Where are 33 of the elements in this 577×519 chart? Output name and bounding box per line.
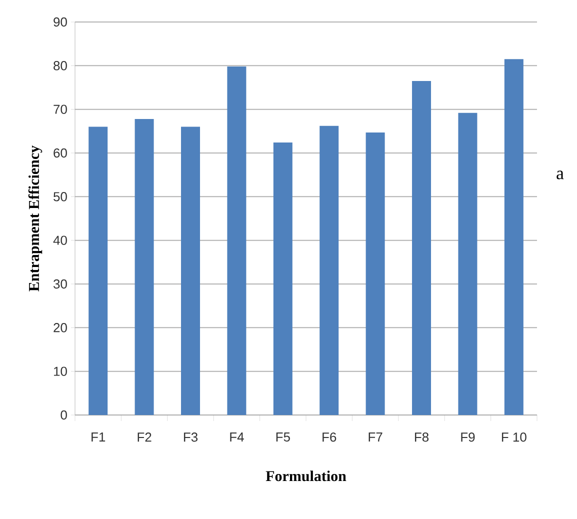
y-tick-label: 90: [54, 17, 67, 27]
bar: [412, 80, 432, 415]
x-tick-label: F9: [461, 432, 475, 442]
x-tick-label: F1: [92, 432, 106, 442]
bar: [504, 59, 524, 415]
y-tick-label: 30: [54, 279, 67, 289]
y-tick-label: 80: [54, 61, 67, 70]
x-tick-label: F 10: [502, 432, 526, 442]
x-axis-title: Formulation: [266, 470, 346, 482]
x-tick-label: F7: [368, 432, 382, 442]
y-tick-label: 60: [54, 148, 67, 158]
x-tick-label: F8: [414, 432, 429, 442]
bar: [458, 112, 478, 415]
text: a: [556, 170, 564, 180]
y-tick-label: 40: [53, 236, 67, 245]
bar: [181, 126, 200, 415]
bar: [227, 66, 246, 415]
bar: [320, 126, 339, 415]
x-tick-label: F5: [276, 432, 290, 442]
y-tick-label: 50: [54, 192, 67, 202]
y-tick-label: 20: [54, 323, 67, 332]
y-axis-title: Entrapment Efficiency: [28, 146, 42, 292]
bar: [134, 118, 154, 415]
y-tick-label: 70: [54, 104, 67, 114]
x-tick-label: F6: [322, 432, 336, 442]
bar: [366, 132, 385, 415]
y-tick-label: 10: [54, 366, 67, 376]
y-tick-label: 0: [60, 410, 67, 420]
x-tick-label: F4: [230, 432, 244, 442]
x-tick-label: F2: [138, 432, 152, 442]
bar: [88, 126, 108, 415]
x-tick-label: F3: [184, 432, 198, 442]
bar: [273, 142, 292, 415]
